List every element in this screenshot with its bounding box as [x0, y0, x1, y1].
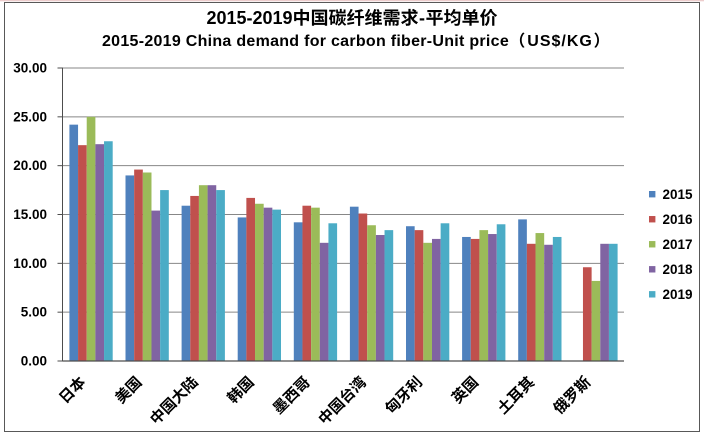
svg-text:10.00: 10.00: [13, 256, 47, 271]
svg-text:2019: 2019: [663, 287, 693, 302]
svg-text:30.00: 30.00: [13, 61, 47, 76]
svg-text:5.00: 5.00: [21, 305, 47, 320]
svg-text:15.00: 15.00: [13, 207, 47, 222]
svg-text:-: -: [419, 8, 425, 28]
svg-text:25.00: 25.00: [13, 109, 47, 124]
svg-text:2017: 2017: [663, 237, 693, 252]
svg-text:2015-2019 China demand for car: 2015-2019 China demand for carbon fiber-…: [102, 33, 509, 50]
svg-text:2015-2019: 2015-2019: [206, 8, 292, 28]
svg-text:2016: 2016: [663, 212, 694, 227]
svg-text:2015: 2015: [663, 187, 694, 202]
svg-text:US$/KG: US$/KG: [527, 33, 593, 50]
svg-text:20.00: 20.00: [13, 158, 47, 173]
svg-text:2018: 2018: [663, 262, 694, 277]
svg-text:0.00: 0.00: [21, 354, 47, 369]
